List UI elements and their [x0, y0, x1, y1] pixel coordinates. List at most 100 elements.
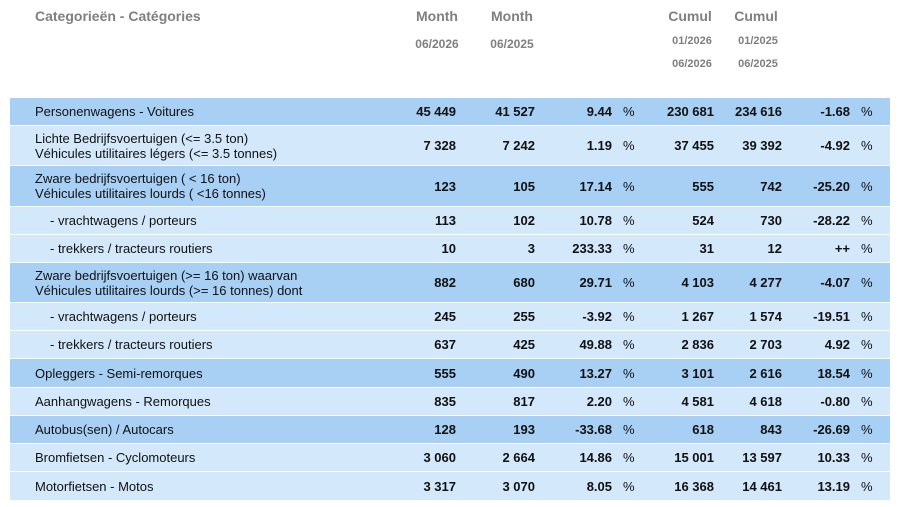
row-label: Opleggers - Semi-remorques [35, 359, 203, 387]
cell-cpct: -19.51 [813, 309, 850, 324]
row-label: Personenwagens - Voitures [35, 98, 194, 125]
cell-m2025: 105 [513, 178, 535, 194]
unit: % [623, 478, 635, 494]
unit: % [861, 178, 873, 194]
cell-pct: 1.19 [586, 138, 612, 153]
cell-m2025: 193 [513, 422, 535, 437]
table-row: Zware bedrijfsvoertuigen ( < 16 ton) Véhi… [10, 166, 890, 206]
cell-c2025: 234 616 [735, 104, 782, 119]
label-line: Véhicules utilitaires lourds ( <16 tonne… [35, 186, 266, 201]
header-to: 06/2025 [738, 58, 778, 70]
unit: % [623, 241, 635, 256]
cell-m2026: 835 [434, 394, 456, 409]
cell-c2026: 16 368 [674, 478, 714, 494]
cell-c2026: 15 001 [674, 450, 714, 465]
table-row: Zware bedrijfsvoertuigen (>= 16 ton) waa… [10, 263, 890, 302]
unit: % [623, 394, 635, 409]
cell-c2025: 730 [760, 213, 782, 228]
cell-m2025: 7 242 [502, 138, 535, 153]
cell-c2026: 4 581 [681, 394, 714, 409]
unit: % [861, 104, 873, 119]
row-label: Motorfietsen - Motos [35, 472, 154, 500]
header-title: Cumul [668, 8, 712, 24]
cell-cpct: -0.80 [820, 394, 850, 409]
unit: % [861, 478, 873, 494]
label-line: Autobus(sen) / Autocars [35, 422, 174, 437]
unit: % [861, 337, 873, 352]
cell-c2025: 2 616 [749, 365, 782, 381]
cell-m2026: 637 [434, 337, 456, 352]
label-line: Bromfietsen - Cyclomoteurs [35, 450, 196, 465]
table-row: Lichte Bedrijfsvoertuigen (<= 3.5 ton) Vé… [10, 126, 890, 165]
row-label: Zware bedrijfsvoertuigen (>= 16 ton) waa… [35, 263, 302, 302]
label-line: Opleggers - Semi-remorques [35, 365, 203, 381]
cell-m2026: 555 [434, 365, 456, 381]
unit: % [623, 213, 635, 228]
cell-pct: 14.86 [579, 450, 612, 465]
unit: % [623, 309, 635, 324]
label-line: Lichte Bedrijfsvoertuigen (<= 3.5 ton) [35, 130, 249, 146]
header-to: 06/2026 [672, 58, 712, 70]
row-label: Lichte Bedrijfsvoertuigen (<= 3.5 ton) Vé… [35, 126, 277, 165]
cell-pct: 233.33 [572, 241, 612, 256]
unit: % [861, 309, 873, 324]
cell-pct: 2.20 [586, 394, 612, 409]
header-from: 01/2026 [672, 35, 712, 47]
cell-m2026: 7 328 [423, 138, 456, 153]
cell-c2026: 555 [692, 178, 714, 194]
cell-m2026: 113 [435, 213, 456, 228]
cell-pct: 9.44 [586, 104, 612, 119]
table-row: - trekkers / tracteurs routiers 10 3 233.33… [10, 235, 890, 262]
cell-pct: 10.78 [579, 213, 612, 228]
cell-pct: 17.14 [579, 178, 612, 194]
cell-m2025: 817 [513, 394, 535, 409]
cell-pct: 49.88 [579, 337, 612, 352]
cell-m2026: 3 060 [423, 450, 456, 465]
table-row: Opleggers - Semi-remorques 555 490 13.27 3 1… [10, 359, 890, 387]
row-label: Bromfietsen - Cyclomoteurs [35, 444, 195, 471]
cell-c2025: 4 618 [749, 394, 782, 409]
unit: % [623, 178, 635, 194]
row-label: Zware bedrijfsvoertuigen ( < 16 ton) Véhi… [35, 166, 266, 206]
cell-c2026: 230 681 [667, 104, 714, 119]
cell-m2025: 490 [513, 365, 535, 381]
row-label: - trekkers / tracteurs routiers [50, 235, 213, 262]
cell-cpct: ++ [834, 241, 850, 256]
table-row: - trekkers / tracteurs routiers 637 425 49.… [10, 331, 890, 358]
unit: % [623, 422, 635, 437]
header-title: Month [416, 8, 458, 24]
label-line: - vrachtwagens / porteurs [50, 309, 197, 324]
cell-m2025: 680 [513, 275, 535, 290]
header-title: Month [491, 8, 533, 24]
table-row: Personenwagens - Voitures 45 449 41 527 9.4… [10, 98, 890, 125]
cell-cpct: -25.20 [813, 178, 850, 194]
label-line: Zware bedrijfsvoertuigen (>= 16 ton) waa… [35, 267, 298, 283]
cell-pct: -33.68 [575, 422, 612, 437]
cell-m2025: 425 [513, 337, 535, 352]
cell-c2026: 618 [692, 422, 714, 437]
unit: % [623, 337, 635, 352]
label-line: Véhicules utilitaires lourds (>= 16 tonn… [35, 282, 303, 298]
cell-cpct: -28.22 [813, 213, 850, 228]
row-label: - vrachtwagens / porteurs [50, 207, 197, 234]
table-row: Bromfietsen - Cyclomoteurs 3 060 2 664 14.8… [10, 444, 890, 471]
cell-m2025: 255 [513, 309, 535, 324]
cell-cpct: -1.68 [820, 104, 850, 119]
cell-m2025: 3 070 [502, 478, 535, 494]
table-row: Motorfietsen - Motos 3 317 3 070 8.05 16 368… [10, 472, 890, 500]
cell-m2026: 128 [434, 422, 456, 437]
cell-cpct: -4.92 [820, 138, 850, 153]
label-line: Zware bedrijfsvoertuigen ( < 16 ton) [35, 171, 241, 186]
unit: % [861, 241, 873, 256]
cell-c2026: 1 267 [681, 309, 714, 324]
cell-m2025: 3 [527, 241, 535, 256]
unit: % [861, 422, 873, 437]
cell-cpct: 10.33 [817, 450, 850, 465]
header-title: Cumul [734, 8, 778, 24]
cell-m2026: 882 [434, 275, 456, 290]
header-from: 01/2025 [738, 35, 778, 47]
cell-pct: -3.92 [582, 309, 612, 324]
label-line: Aanhangwagens - Remorques [35, 394, 211, 409]
label-line: - vrachtwagens / porteurs [50, 213, 197, 228]
